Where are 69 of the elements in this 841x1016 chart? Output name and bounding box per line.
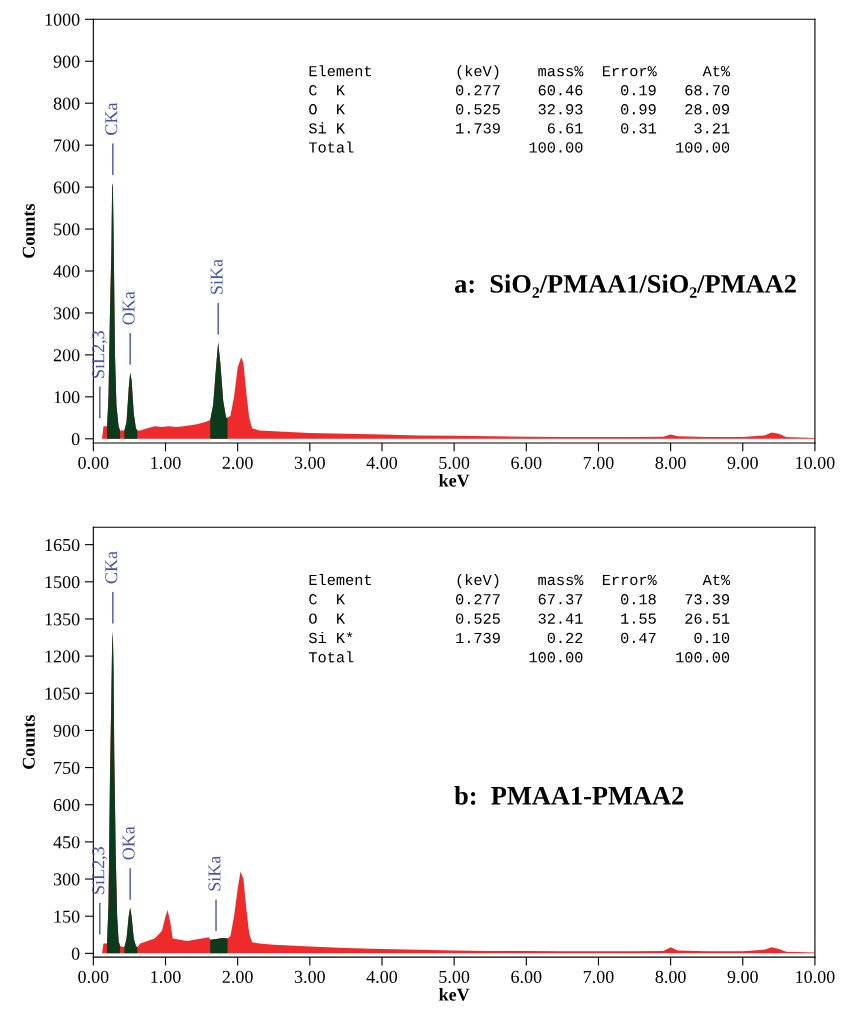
y-tick-label: 300 <box>53 307 80 320</box>
annotation: Si K 1.739 6.61 0.31 3.21 <box>308 122 730 134</box>
y-tick-label: 1200 <box>45 650 80 663</box>
x-tick-label: 10.00 <box>796 970 835 984</box>
y-tick-label: 750 <box>54 761 80 775</box>
y-tick-label: 900 <box>53 55 80 68</box>
x-tick-label: 9.00 <box>727 970 758 984</box>
x-tick-label: 7.00 <box>583 456 614 469</box>
x-tick-label: 2.00 <box>222 456 253 469</box>
annotation: OKa <box>122 291 135 325</box>
y-tick-label: 500 <box>54 223 80 236</box>
y-tick-label: 150 <box>54 910 80 923</box>
x-tick-label: 2.00 <box>222 970 253 984</box>
y-tick-label: 300 <box>53 873 80 886</box>
annotation: SiKa <box>208 855 221 891</box>
y-tick-label: 400 <box>53 265 80 278</box>
x-tick-label: 1.00 <box>151 970 181 984</box>
x-tick-label: 7.00 <box>583 970 614 984</box>
y-tick-label: 200 <box>53 349 80 362</box>
x-tick-label: 6.00 <box>511 970 542 984</box>
y-tick-label: 800 <box>53 97 80 110</box>
y-tick-label: 0 <box>71 947 80 960</box>
x-axis-title: keV <box>439 988 470 1001</box>
annotation: SiL2,3 <box>92 847 107 894</box>
annotation: C K 0.277 60.46 0.19 68.70 <box>309 85 730 96</box>
y-tick-label: 1500 <box>45 576 80 589</box>
annotation: O K 0.525 32.41 1.55 26.51 <box>309 613 730 624</box>
x-tick-label: 1.00 <box>151 456 181 469</box>
annotation: Total 100.00 100.00 <box>308 141 730 153</box>
annotation: CKa <box>105 551 118 584</box>
x-tick-label: 0.00 <box>78 456 109 469</box>
x-tick-label: 3.00 <box>294 456 325 469</box>
annotation: Si K* 1.739 0.22 0.47 0.10 <box>308 631 730 644</box>
y-tick-label: 1650 <box>45 538 80 552</box>
x-tick-label: 10.00 <box>796 456 835 469</box>
x-tick-label: 4.00 <box>366 456 398 469</box>
y-axis-title: Counts <box>22 203 35 258</box>
y-tick-label: 100 <box>54 391 80 404</box>
y-tick-label: 1000 <box>45 13 80 26</box>
text: b: PMAA1-PMAA2 <box>454 786 684 805</box>
annotation: Element (keV) mass% Error% At% <box>309 65 731 80</box>
x-tick-label: 5.00 <box>439 456 470 469</box>
y-tick-label: 0 <box>71 433 80 446</box>
y-tick-label: 600 <box>53 798 80 812</box>
y-tick-label: 450 <box>53 836 80 849</box>
x-tick-label: 3.00 <box>294 970 325 984</box>
x-tick-label: 4.00 <box>366 970 398 984</box>
x-tick-label: 9.00 <box>727 456 758 469</box>
x-tick-label: 8.00 <box>655 456 686 469</box>
annotation: SiKa <box>210 259 223 294</box>
y-axis-title: Counts <box>22 715 35 769</box>
x-tick-label: 0.00 <box>78 970 109 984</box>
x-tick-label: 5.00 <box>439 970 470 984</box>
annotation: C K 0.277 67.37 0.18 73.39 <box>309 594 730 605</box>
annotation: SiL2,3 <box>92 331 107 378</box>
annotation: Element (keV) mass% Error% At% <box>309 573 731 589</box>
x-tick-label: 8.00 <box>655 970 686 984</box>
y-tick-label: 700 <box>54 139 80 152</box>
annotation: CKa <box>105 102 118 135</box>
annotation: O K 0.525 32.93 0.99 28.09 <box>309 104 730 115</box>
annotation: Total 100.00 100.00 <box>308 651 730 663</box>
y-tick-label: 1350 <box>45 613 80 626</box>
x-tick-label: 6.00 <box>511 456 542 469</box>
text: a: SiO₂/PMAA1/SiO₂/PMAA2 <box>454 274 796 298</box>
x-axis-title: keV <box>439 473 470 487</box>
y-tick-label: 900 <box>53 724 80 737</box>
y-tick-label: 1050 <box>45 687 80 700</box>
y-tick-label: 600 <box>53 181 80 194</box>
annotation: OKa <box>122 826 135 860</box>
